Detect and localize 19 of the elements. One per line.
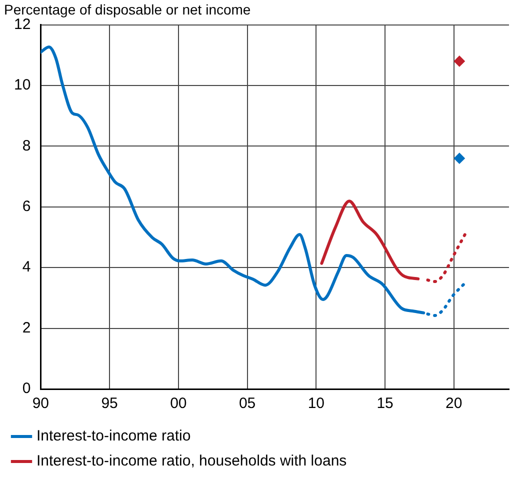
x-tick-label: 15 [376,395,394,412]
x-tick-label: 90 [32,395,50,412]
x-tick-label: 10 [308,395,325,412]
x-tick-label: 00 [170,395,187,412]
y-tick-label: 0 [22,380,31,398]
y-tick-label: 8 [22,137,31,154]
chart-title: Percentage of disposable or net income [4,1,251,18]
y-tick-label: 2 [22,319,31,336]
line-series [320,200,420,280]
y-tick-label: 6 [22,198,31,216]
y-tick-label: 12 [14,16,31,33]
line-series [426,233,466,284]
x-tick-label: 95 [101,395,118,412]
x-tick-label: 05 [238,395,256,412]
legend-label: Interest-to-income ratio [36,428,191,445]
y-tick-label: 10 [14,76,31,94]
y-tick-label: 4 [22,258,31,276]
x-tick-label: 20 [446,395,462,412]
legend-label: Interest-to-income ratio, households with loans [36,452,347,470]
